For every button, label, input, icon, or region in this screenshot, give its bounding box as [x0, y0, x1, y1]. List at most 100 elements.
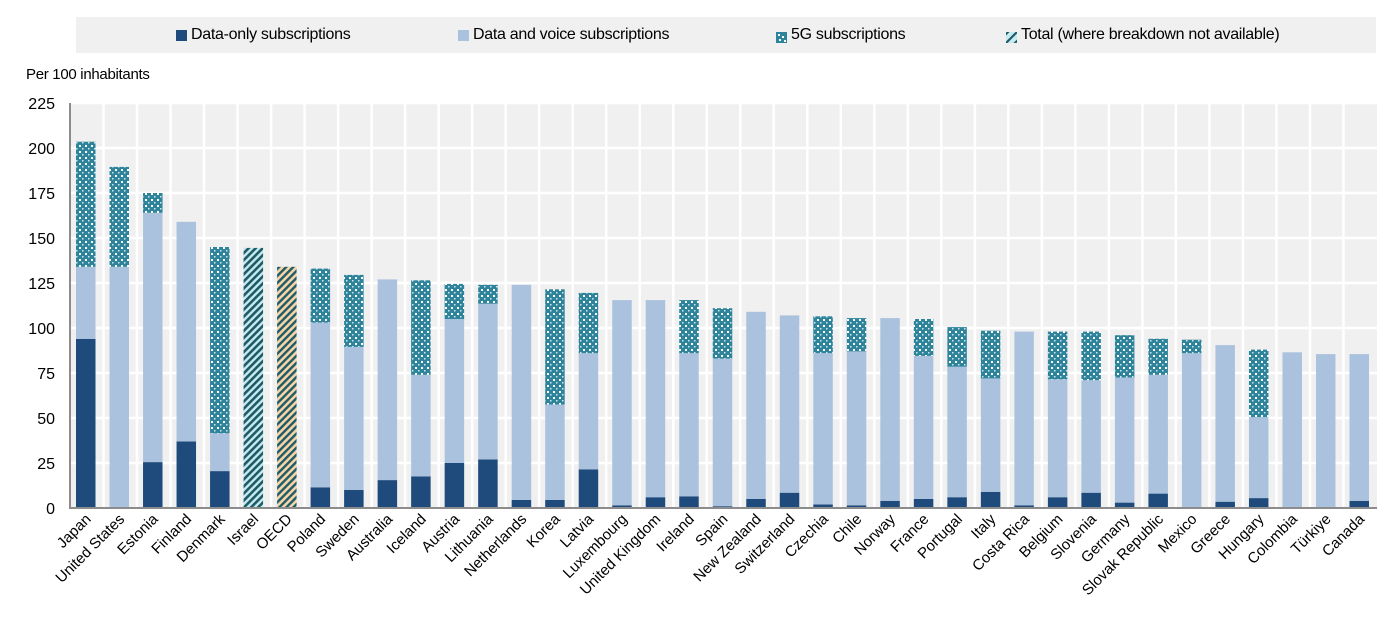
bar-segment-data-voice [746, 311, 766, 499]
bar-segment-data-only [612, 505, 632, 508]
bar-segment-data-only [746, 499, 766, 508]
bar-segment-g5 [913, 319, 934, 356]
bar-group-sweden [344, 274, 364, 508]
bar-segment-data-only [1014, 505, 1034, 508]
bar-segment-g5 [846, 318, 867, 352]
bar-segment-g5 [813, 316, 833, 354]
bar-segment-data-voice [947, 366, 967, 498]
bar-segment-data-only [679, 496, 699, 508]
legend-label: Data and voice subscriptions [473, 26, 670, 43]
y-tick-label: 0 [46, 501, 55, 518]
bar-segment-data-voice [813, 353, 833, 505]
bar-group-hungary [1248, 349, 1269, 508]
bar-segment-g5 [109, 166, 130, 267]
bar-group-new-zealand [746, 311, 766, 508]
bar-group-oecd [277, 266, 297, 508]
bar-segment-data-voice [143, 212, 163, 463]
bar-segment-g5 [545, 289, 565, 405]
bar-group-france [913, 319, 934, 508]
legend-item-data-voice: Data and voice subscriptions [458, 17, 669, 53]
bar-segment-data-voice [1014, 331, 1034, 506]
bar-group-lithuania [478, 284, 498, 508]
bar-segment-data-voice [411, 374, 431, 477]
legend-label: 5G subscriptions [791, 26, 906, 43]
bar-segment-data-voice [1282, 352, 1302, 508]
bar-segment-data-voice [612, 300, 632, 506]
x-tick-label: Korea [523, 510, 564, 551]
y-tick-label: 175 [28, 186, 55, 203]
bar-group-ireland [679, 300, 699, 508]
bar-group-netherlands [511, 284, 532, 508]
bar-segment-data-voice [76, 266, 96, 339]
bar-segment-data-voice [712, 358, 733, 507]
bar-segment-data-only [1215, 501, 1235, 508]
bar-segment-data-voice [1081, 380, 1101, 493]
bar-segment-data-only [1248, 498, 1269, 508]
bar-segment-data-only [980, 491, 1001, 508]
bar-segment-data-voice [578, 353, 599, 470]
bar-segment-data-voice [645, 300, 666, 498]
bar-group-chile [846, 318, 867, 508]
bar-segment-data-voice [545, 404, 565, 500]
bar-segment-g5 [578, 292, 599, 354]
bar-segment-g5 [143, 193, 163, 213]
bar-segment-g5 [1081, 331, 1101, 381]
bar-segment-data-voice [210, 433, 230, 472]
bar-segment-data-only [176, 441, 197, 508]
bar-segment-g5 [1047, 331, 1068, 380]
bar-group-australia [377, 279, 398, 508]
bar-segment-data-only [444, 463, 465, 508]
bar-segment-data-voice [913, 355, 934, 499]
bar-segment-data-voice [176, 221, 197, 442]
bar-group-korea [545, 289, 565, 508]
bar-segment-data-only [645, 497, 666, 508]
bar-group-united-states [109, 166, 130, 508]
bar-group-latvia [578, 292, 599, 508]
bar-segment-data-only [76, 338, 96, 508]
y-tick-label: 75 [37, 366, 55, 383]
bar-segment-data-only [143, 462, 163, 508]
bar-segment-data-voice [880, 318, 900, 501]
bar-segment-data-only [779, 492, 800, 508]
bar-segment-g5 [411, 280, 431, 375]
bar-segment-data-only [1148, 493, 1168, 508]
bar-group-denmark [210, 247, 230, 508]
bar-group-costa-rica [1014, 331, 1034, 508]
bar-segment-g5 [980, 330, 1001, 379]
bar-segment-data-only [1349, 500, 1369, 508]
bar-segment-data-only [947, 497, 967, 508]
bar-segment-g5 [1181, 339, 1202, 354]
bar-group-mexico [1181, 339, 1202, 508]
legend-swatch-data-voice [458, 29, 469, 41]
bar-segment-data-only [210, 471, 230, 508]
bar-group-united-kingdom [645, 300, 666, 508]
bar-segment-data-voice [478, 303, 498, 460]
bar-segment-data-only [377, 480, 398, 508]
bars [76, 141, 1369, 508]
bar-group-israel [243, 247, 264, 508]
bar-segment-data-voice [377, 279, 398, 481]
bar-segment-data-only [1081, 492, 1101, 508]
bar-group-switzerland [779, 315, 800, 508]
bar-segment-g5 [478, 284, 498, 304]
y-tick-label: 200 [28, 141, 55, 158]
legend-item-data-only: Data-only subscriptions [176, 17, 351, 53]
bar-segment-data-voice [846, 351, 867, 506]
bar-segment-data-voice [344, 346, 364, 490]
bar-segment-data-voice [1114, 377, 1135, 503]
bar-segment-total [243, 247, 264, 508]
bar-segment-total [277, 266, 297, 508]
bar-group-poland [310, 268, 331, 508]
bar-segment-data-voice [679, 353, 699, 497]
bar-segment-data-only [880, 500, 900, 508]
bar-segment-data-only [1114, 502, 1135, 508]
bar-segment-data-voice [1181, 353, 1202, 508]
bar-segment-data-voice [511, 284, 532, 500]
bar-segment-g5 [1114, 335, 1135, 378]
bar-segment-g5 [444, 283, 465, 319]
bar-group-luxembourg [612, 300, 632, 508]
bar-segment-data-only [310, 487, 331, 508]
bar-segment-g5 [947, 327, 967, 367]
